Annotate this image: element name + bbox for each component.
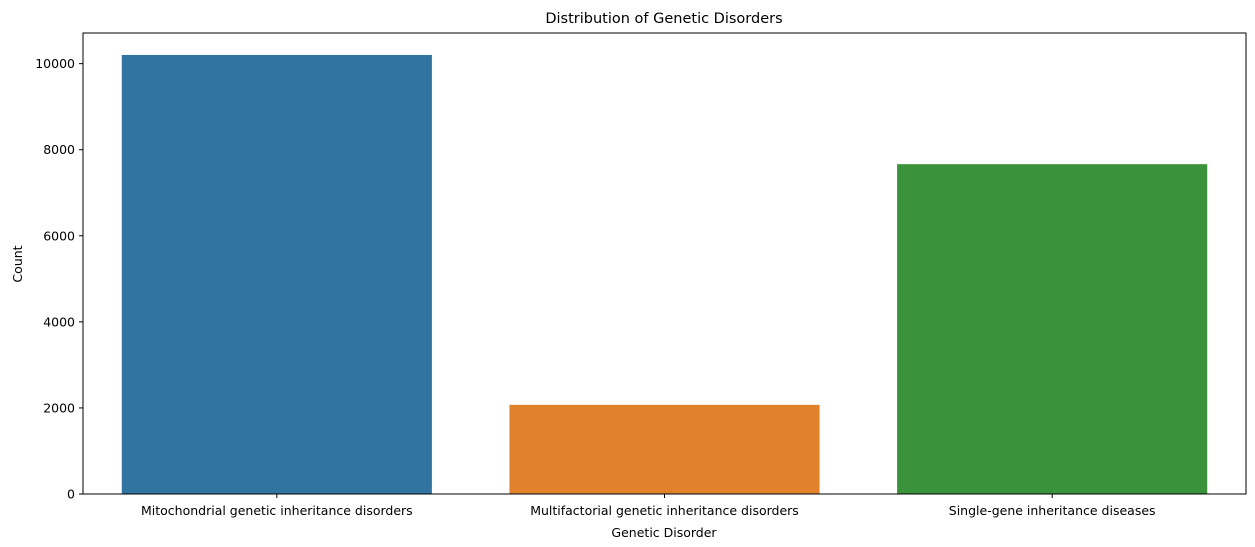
chart-title: Distribution of Genetic Disorders — [545, 11, 782, 27]
y-tick-label: 4000 — [43, 314, 75, 329]
plot-frame — [82, 32, 1247, 495]
y-axis-ticks: 0 2000 4000 6000 8000 10000 — [35, 56, 83, 502]
y-tick-label: 8000 — [43, 142, 75, 157]
y-axis-label: Count — [10, 245, 25, 282]
y-tick-label: 6000 — [43, 228, 75, 243]
x-tick-label: Mitochondrial genetic inheritance disord… — [141, 503, 413, 518]
bar-1 — [509, 404, 820, 494]
x-axis-ticks: Mitochondrial genetic inheritance disord… — [141, 494, 1156, 518]
y-tick-label: 0 — [67, 487, 75, 502]
bar-2 — [897, 164, 1208, 495]
x-axis-label: Genetic Disorder — [611, 525, 717, 540]
bar-0 — [121, 54, 432, 494]
y-tick-label: 2000 — [43, 400, 75, 415]
y-tick-label: 10000 — [35, 56, 75, 71]
x-tick-label: Single-gene inheritance diseases — [949, 503, 1156, 518]
x-tick-label: Multifactorial genetic inheritance disor… — [530, 503, 799, 518]
bars-layer — [121, 54, 1208, 495]
